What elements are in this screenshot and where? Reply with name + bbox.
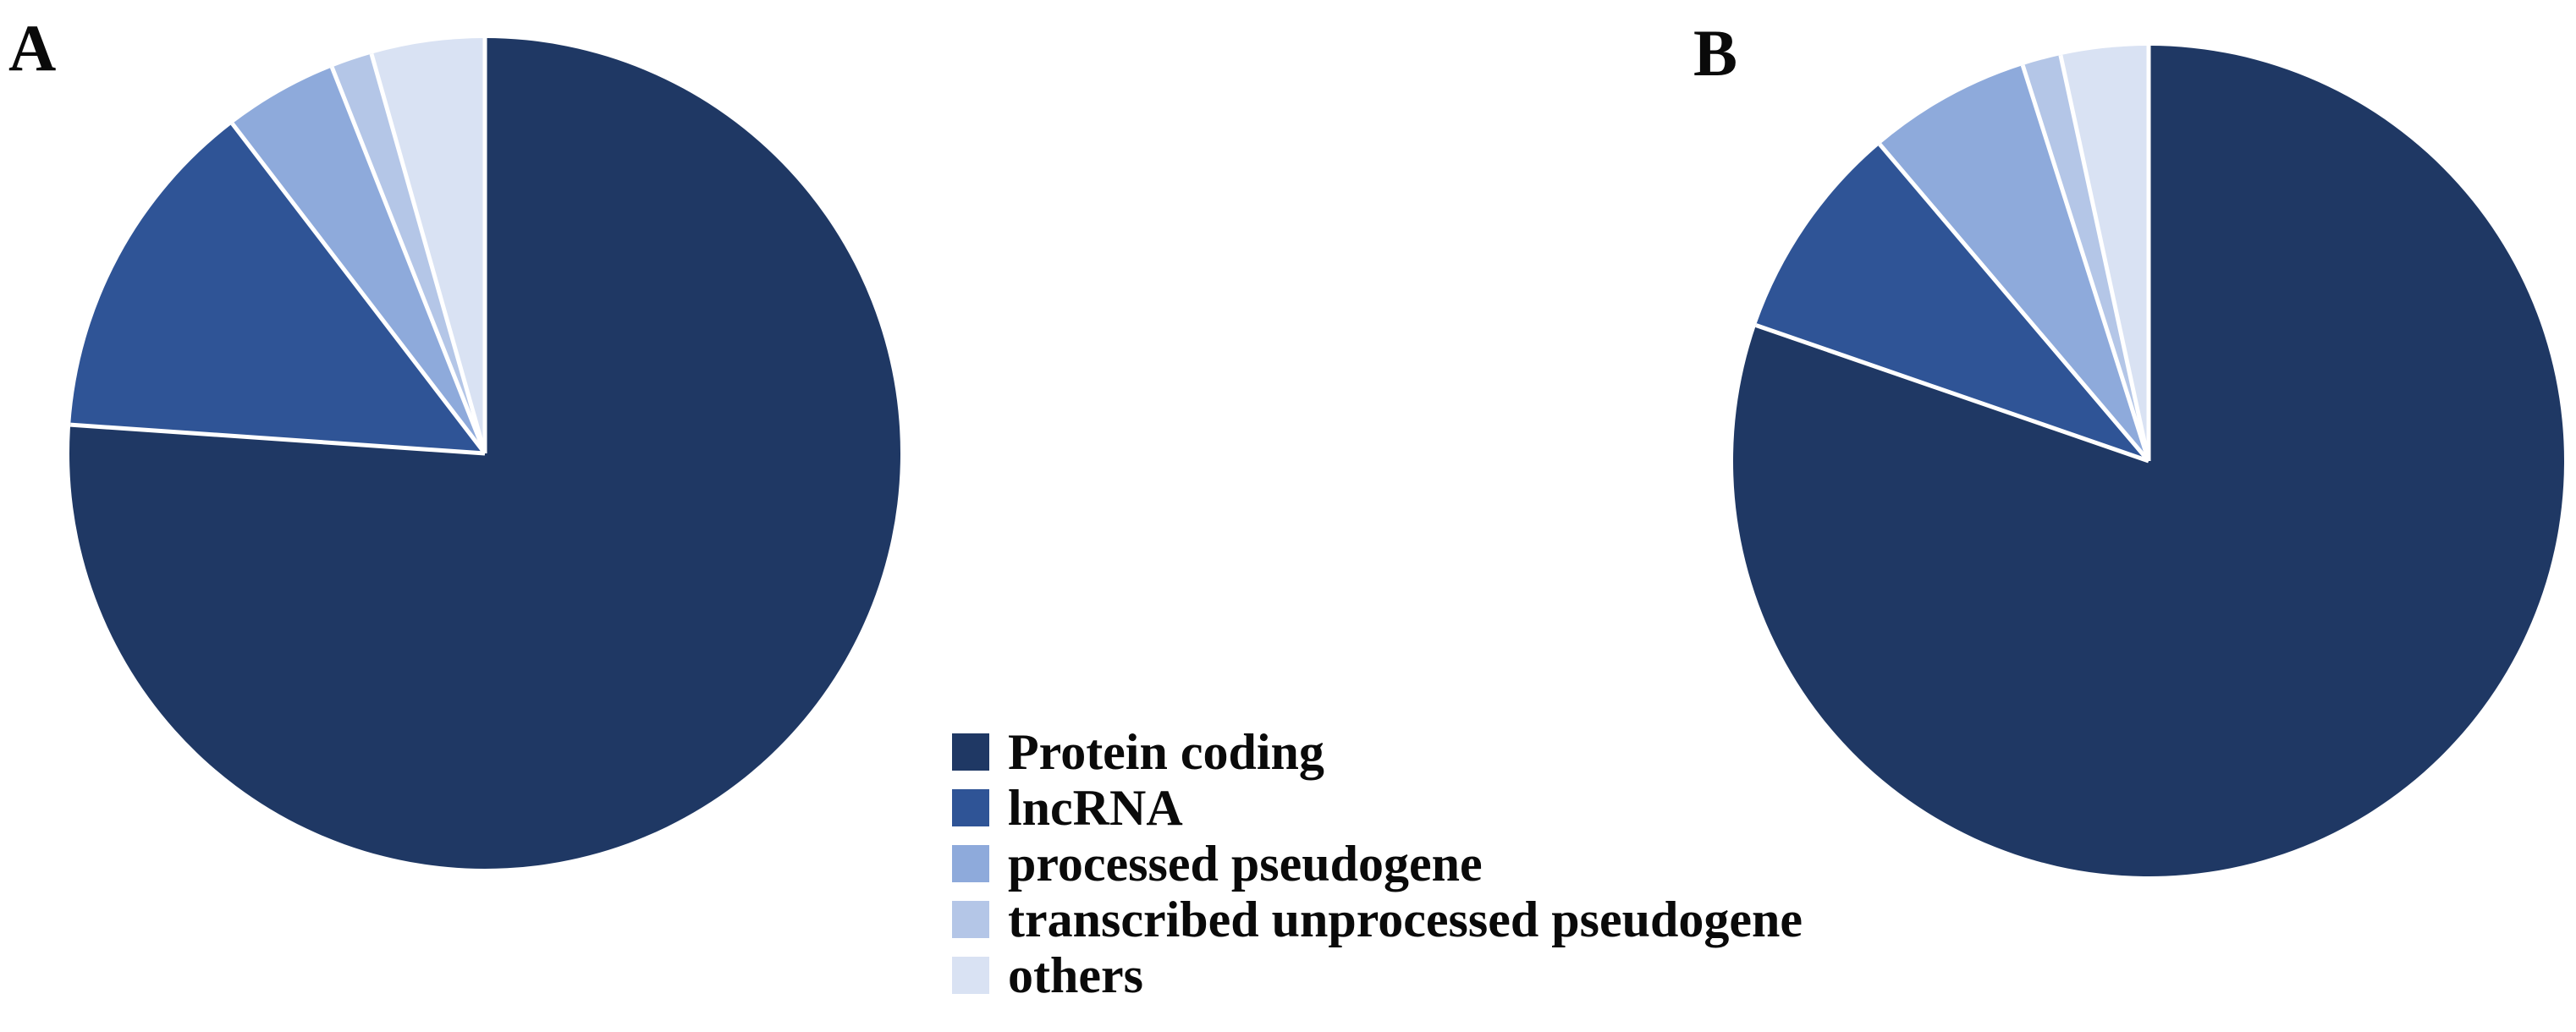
legend-swatch-transcribed-unprocessed-pseudogene	[952, 901, 989, 938]
legend-label: others	[1008, 947, 1143, 1003]
slice-divider	[369, 52, 487, 454]
slice-divider	[230, 122, 487, 455]
pie-slice	[70, 124, 486, 454]
legend-label: lncRNA	[1008, 780, 1183, 836]
legend-item: processed pseudogene	[952, 836, 1803, 892]
pie-chart-a	[69, 38, 901, 869]
pie-chart-b	[1733, 46, 2564, 876]
pie-slice	[1755, 144, 2149, 461]
slice-divider	[2058, 54, 2151, 462]
legend-swatch-others	[952, 957, 989, 994]
legend: Protein coding lncRNA processed pseudoge…	[952, 724, 1803, 1003]
pie-slice	[1880, 65, 2149, 461]
slice-divider	[1755, 323, 2149, 464]
legend-label: Protein coding	[1008, 724, 1324, 780]
legend-item: others	[952, 947, 1803, 1003]
legend-swatch-lncrna	[952, 789, 989, 826]
slice-divider	[329, 66, 487, 454]
panel-b-label: B	[1693, 16, 1738, 90]
legend-swatch-processed-pseudogene	[952, 845, 989, 882]
legend-item: Protein coding	[952, 724, 1803, 780]
slice-divider	[1878, 143, 2150, 463]
legend-label: processed pseudogene	[1008, 836, 1483, 892]
legend-label: transcribed unprocessed pseudogene	[1008, 892, 1803, 947]
pie-slice	[232, 67, 485, 454]
legend-swatch-protein-coding	[952, 733, 989, 771]
panel-a-label: A	[8, 11, 57, 85]
slice-divider	[2020, 64, 2151, 462]
legend-item: transcribed unprocessed pseudogene	[952, 892, 1803, 947]
slice-divider	[69, 422, 486, 456]
legend-item: lncRNA	[952, 780, 1803, 836]
